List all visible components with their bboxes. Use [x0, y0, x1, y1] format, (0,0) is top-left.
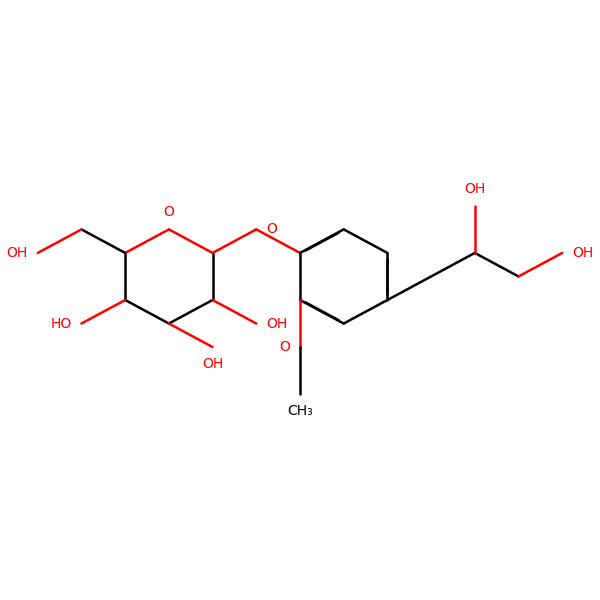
Text: OH: OH [266, 317, 287, 331]
Text: OH: OH [572, 246, 593, 260]
Text: OH: OH [7, 246, 28, 260]
Text: O: O [279, 340, 290, 354]
Text: O: O [163, 205, 175, 220]
Text: OH: OH [202, 357, 223, 371]
Text: OH: OH [464, 182, 485, 196]
Text: CH₃: CH₃ [287, 404, 313, 418]
Text: HO: HO [50, 317, 71, 331]
Text: O: O [266, 223, 277, 236]
